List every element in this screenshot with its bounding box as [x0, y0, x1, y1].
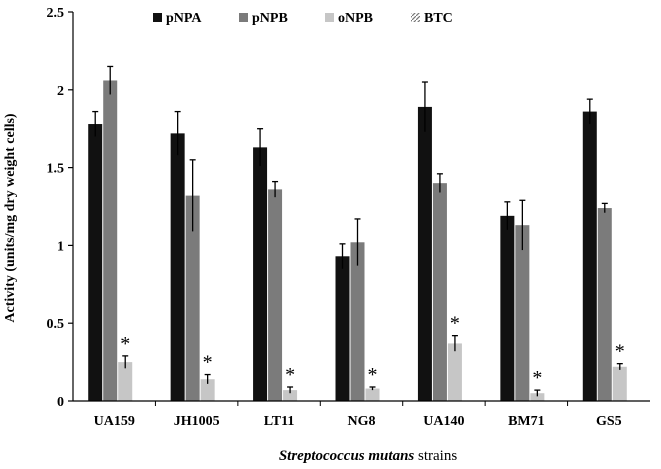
bar-pnpa — [582, 111, 597, 402]
legend-label-pnpb: pNPB — [252, 11, 288, 26]
x-tick-label: GS5 — [596, 414, 622, 429]
legend-swatch-pnpa — [153, 13, 162, 22]
bar-onpb — [118, 362, 133, 401]
significance-star: * — [615, 341, 625, 363]
x-axis-label: Streptococcus mutans strains — [279, 448, 458, 464]
x-axis-label-species: Streptococcus mutans — [279, 448, 415, 464]
y-axis-label: Activity (units/mg dry weight cells) — [3, 113, 18, 323]
significance-star: * — [368, 364, 378, 386]
legend-swatch-pnpb — [239, 13, 248, 22]
x-axis-label-suffix: strains — [414, 448, 457, 464]
y-tick-label: 0.5 — [47, 317, 65, 332]
legend-label-onpb: oNPB — [338, 11, 373, 26]
bar-pnpa — [417, 106, 432, 401]
significance-star: * — [203, 352, 213, 374]
bar-pnpb — [185, 195, 200, 401]
bar-pnpa — [500, 215, 515, 401]
legend-swatch-btc — [411, 13, 420, 22]
legend-label-btc: BTC — [424, 11, 453, 26]
legend: pNPA pNPB oNPB BTC — [153, 11, 453, 26]
y-tick-label: 2.5 — [47, 6, 65, 21]
bars: * * * * * * * — [88, 65, 627, 402]
y-tick-label: 1.5 — [47, 162, 65, 177]
bar-pnpa — [170, 133, 185, 402]
significance-star: * — [285, 364, 295, 386]
x-tick-label: LT11 — [264, 414, 295, 429]
legend-label-pnpa: pNPA — [166, 11, 202, 26]
significance-star: * — [532, 367, 542, 389]
bar-onpb — [447, 343, 462, 401]
bar-pnpb — [432, 183, 447, 401]
bar-pnpb — [597, 208, 612, 401]
bar-pnpa — [335, 256, 350, 401]
x-tick-label: JH1005 — [174, 414, 220, 429]
legend-swatch-onpb — [325, 13, 334, 22]
significance-star: * — [450, 313, 460, 335]
x-tick-label: UA159 — [94, 414, 135, 429]
bar-onpb — [530, 393, 545, 401]
significance-star: * — [120, 333, 130, 355]
bar-onpb — [365, 388, 380, 401]
bar-pnpb — [103, 80, 118, 402]
x-tick-label: NG8 — [348, 414, 376, 429]
x-tick-label: UA140 — [423, 414, 464, 429]
x-tick-label: BM71 — [508, 414, 545, 429]
bar-pnpb — [515, 225, 530, 401]
y-tick-label: 1 — [57, 239, 64, 254]
y-tick-label: 2 — [57, 84, 64, 99]
x-axis: UA159 JH1005 LT11 NG8 UA140 BM71 GS5 — [73, 400, 650, 429]
bar-pnpb — [350, 242, 365, 401]
bar-onpb — [612, 366, 627, 401]
bar-pnpb — [268, 189, 283, 401]
bar-onpb — [200, 379, 215, 401]
y-tick-label: 0 — [57, 395, 64, 410]
bar-pnpa — [253, 147, 268, 401]
y-axis: 0 0.5 1 1.5 2 2.5 — [47, 6, 74, 410]
bar-pnpa — [88, 124, 103, 402]
bar-onpb — [283, 390, 298, 401]
